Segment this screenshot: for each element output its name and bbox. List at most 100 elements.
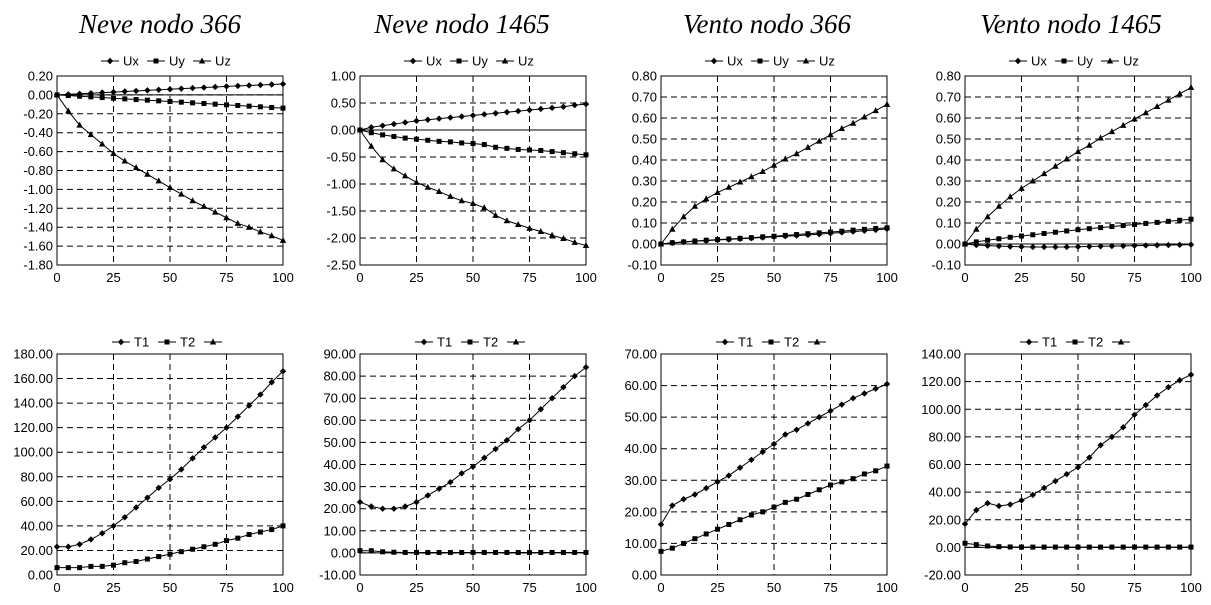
data-point-Ux [435, 115, 443, 122]
data-point-T1 [827, 407, 834, 415]
data-point-Ux [144, 87, 151, 94]
data-point-Uz [883, 100, 891, 107]
y-tick-label: 0.30 [632, 174, 657, 189]
data-point-T1 [849, 395, 857, 402]
y-tick-label: 20.00 [624, 504, 657, 519]
data-point-T1 [1165, 383, 1172, 391]
y-tick-label: 0.20 [28, 69, 53, 84]
data-point-Uy [726, 236, 732, 242]
data-point-Ux [87, 89, 95, 97]
legend-label: Uz [518, 54, 534, 69]
y-tick-label: 0.00 [936, 237, 961, 252]
data-point-T2 [962, 540, 968, 546]
column-title: Neve nodo 1465 [373, 9, 549, 39]
data-point-T2 [538, 549, 544, 555]
data-point-T2 [1086, 544, 1092, 550]
y-tick-label: -10.00 [319, 568, 356, 583]
data-point-Uy [515, 146, 521, 152]
data-point-Uy [436, 138, 442, 144]
y-tick-label: 0.00 [331, 123, 356, 138]
data-point-Uy [99, 95, 105, 101]
legend-label: T2 [1088, 335, 1103, 350]
y-tick-label: 0.20 [632, 195, 657, 210]
data-point-Uz [703, 195, 710, 202]
y-tick-label: 80.00 [20, 469, 53, 484]
data-point-T2 [269, 527, 275, 533]
chart-panel: 0.00 20.00 40.00 60.00 80.00 100.00 120.00 140.… [13, 335, 294, 596]
legend-marker [153, 58, 159, 64]
data-point-T1 [178, 466, 185, 473]
chart-panel: -20.00 0.00 20.00 40.00 60.00 80.00 100.00 120.… [921, 335, 1202, 596]
data-point-T2 [1064, 544, 1070, 550]
plot-frame [56, 353, 284, 576]
data-point-T1 [1120, 424, 1127, 431]
plot-frame [359, 75, 587, 266]
data-point-Uz [560, 235, 567, 242]
data-point-Uz [76, 121, 83, 128]
y-tick-label: 0.00 [632, 237, 657, 252]
data-point-Uz [132, 164, 140, 171]
y-tick-label: 20.00 [928, 512, 961, 527]
data-point-Uz [390, 165, 398, 172]
y-tick-label: 0.70 [632, 90, 657, 105]
data-point-T2 [1019, 544, 1024, 550]
data-point-T1 [155, 484, 162, 492]
data-point-Ux [223, 83, 230, 90]
x-tick-label: 50 [466, 270, 480, 285]
data-point-Uy [692, 238, 698, 244]
data-point-T1 [736, 464, 744, 471]
data-point-T1 [1187, 371, 1195, 378]
data-point-Uz [1187, 84, 1195, 91]
data-point-T1 [1007, 501, 1014, 508]
legend-label: Uz [1123, 54, 1139, 69]
data-point-T1 [132, 504, 140, 511]
data-point-Uz [279, 236, 287, 243]
y-tick-label: 0.50 [936, 132, 961, 147]
data-point-T2 [504, 549, 510, 555]
data-point-Uy [669, 240, 675, 246]
data-point-T1 [770, 440, 778, 448]
data-point-T2 [850, 476, 856, 482]
y-tick-label: 0.40 [632, 153, 657, 168]
data-point-T2 [77, 565, 83, 571]
y-tick-label: 120.00 [921, 374, 961, 389]
data-point-T1 [872, 385, 879, 392]
data-point-Uy [1098, 225, 1104, 231]
data-point-Uz [379, 156, 386, 163]
y-tick-label: -0.20 [23, 106, 53, 121]
data-point-Uy [470, 141, 476, 146]
data-point-Ux [132, 87, 140, 95]
data-point-T1 [669, 502, 676, 509]
data-point-T1 [144, 494, 151, 501]
data-point-Ux [1153, 242, 1161, 249]
data-point-Uy [1041, 231, 1047, 236]
data-point-Uy [1030, 232, 1036, 238]
data-point-T1 [234, 413, 241, 420]
data-point-Uy [715, 237, 720, 243]
data-point-T1 [1142, 401, 1149, 409]
data-point-Uy [1188, 216, 1194, 222]
legend-label: T1 [437, 335, 452, 350]
x-tick-label: 0 [961, 580, 968, 595]
data-point-Uy [111, 95, 116, 101]
data-point-Ux [268, 81, 275, 88]
data-point-Uy [1052, 229, 1058, 235]
x-tick-label: 100 [272, 580, 294, 595]
data-point-T2 [985, 543, 991, 549]
x-tick-label: 25 [106, 270, 120, 285]
data-point-Uy [246, 103, 252, 109]
data-point-T1 [189, 455, 196, 462]
data-point-T2 [88, 563, 94, 569]
data-point-T1 [447, 478, 454, 486]
data-point-T2 [357, 548, 363, 554]
data-point-T1 [1052, 477, 1059, 485]
legend-marker [768, 339, 774, 345]
data-point-Uz [680, 213, 687, 220]
data-point-Uz [1108, 128, 1116, 135]
data-point-Ux [1165, 241, 1172, 249]
data-point-Uy [681, 239, 687, 245]
data-point-Uz [816, 137, 823, 144]
data-point-Uz [804, 143, 812, 150]
y-tick-label: 160.00 [13, 371, 53, 386]
data-point-Uz [110, 149, 117, 156]
